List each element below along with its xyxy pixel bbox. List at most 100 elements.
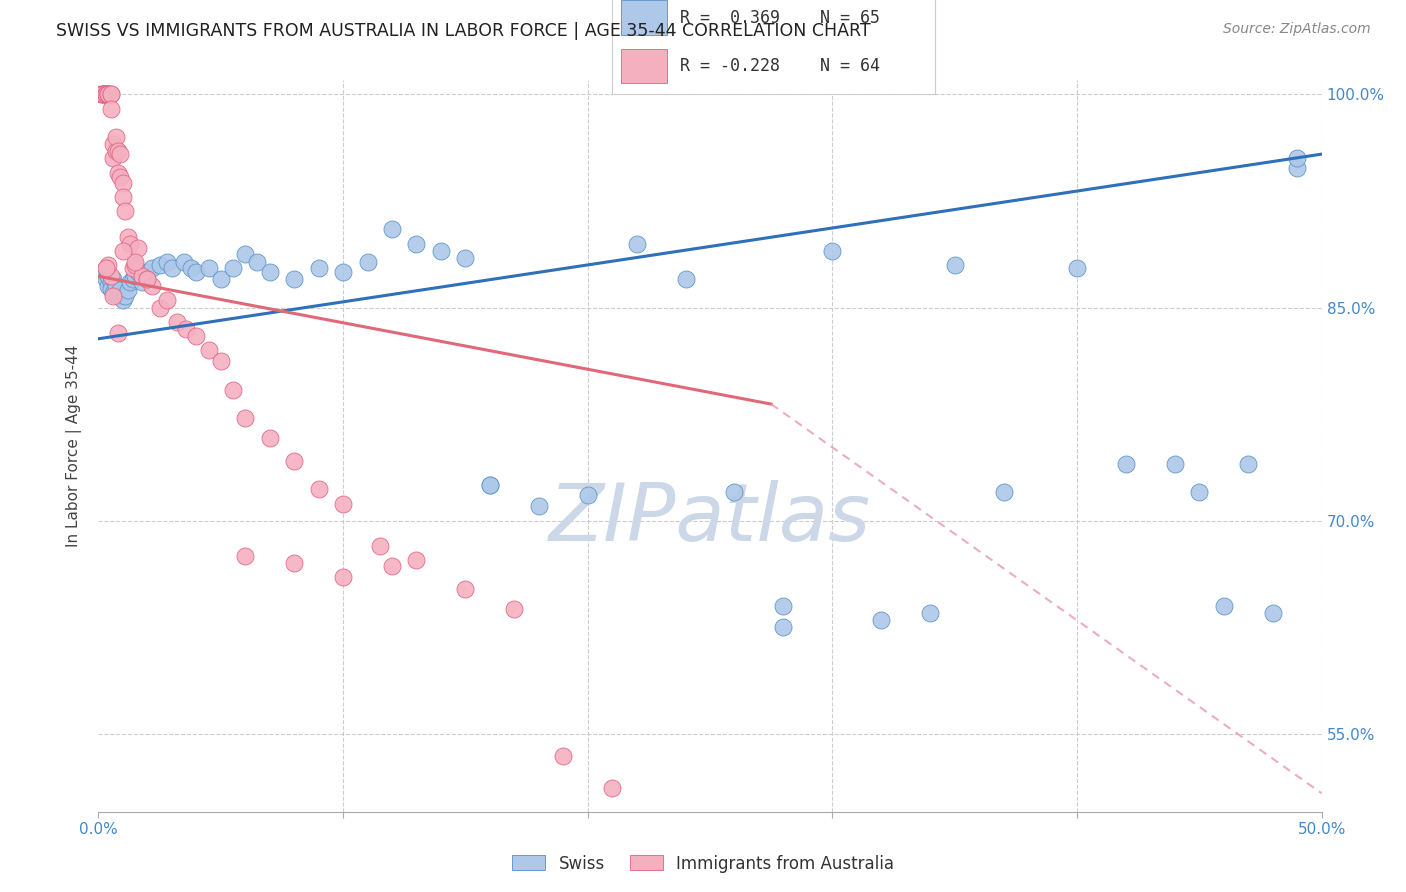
Point (186, 265, 208, 279)
Text: SWISS VS IMMIGRANTS FROM AUSTRALIA IN LABOR FORCE | AGE 35-44 CORRELATION CHART: SWISS VS IMMIGRANTS FROM AUSTRALIA IN LA… (56, 22, 870, 40)
Point (100, 87, 122, 102)
Point (101, 289, 124, 303)
Point (94, 260, 117, 275)
Point (90, 87, 112, 102)
Point (576, 488, 599, 502)
Point (111, 244, 134, 258)
Point (821, 244, 844, 258)
Point (124, 255, 146, 269)
Point (97, 279, 120, 293)
Point (222, 260, 245, 275)
Point (233, 246, 256, 260)
Point (308, 260, 330, 275)
Point (454, 582, 477, 596)
Point (283, 454, 305, 468)
Point (503, 601, 526, 615)
Point (156, 255, 179, 269)
Point (110, 147, 132, 161)
Point (772, 599, 794, 613)
Legend: Swiss, Immigrants from Australia: Swiss, Immigrants from Australia (505, 848, 901, 880)
Point (160, 260, 183, 275)
Text: Source: ZipAtlas.com: Source: ZipAtlas.com (1223, 22, 1371, 37)
Point (101, 272, 124, 286)
Point (94, 260, 117, 275)
Point (283, 556, 305, 570)
Point (332, 570, 354, 584)
Point (166, 315, 188, 329)
Point (1066, 260, 1088, 275)
Point (209, 354, 232, 368)
Point (246, 255, 269, 269)
Point (97, 258, 120, 272)
Point (101, 152, 124, 166)
Point (127, 265, 149, 279)
Point (222, 383, 245, 397)
Point (149, 258, 172, 272)
Point (94, 87, 117, 102)
Point (117, 284, 139, 298)
Point (173, 255, 195, 269)
Point (111, 190, 134, 204)
Point (94, 272, 117, 286)
Point (1188, 485, 1211, 500)
Point (100, 282, 122, 296)
Point (381, 559, 404, 574)
Point (114, 203, 136, 218)
Point (121, 272, 143, 286)
Y-axis label: In Labor Force | Age 35-44: In Labor Force | Age 35-44 (66, 345, 83, 547)
Point (111, 176, 134, 190)
Point (1237, 457, 1260, 471)
Point (91, 87, 114, 102)
Point (381, 222, 404, 236)
Point (104, 145, 127, 159)
Point (114, 289, 136, 303)
Point (101, 286, 124, 301)
Point (136, 272, 159, 286)
Point (124, 258, 146, 272)
Text: ZIPatlas: ZIPatlas (548, 480, 872, 558)
Point (176, 322, 198, 336)
Point (1286, 161, 1309, 176)
Point (97, 269, 120, 284)
Point (100, 269, 122, 284)
Point (94, 87, 117, 102)
Point (100, 275, 122, 289)
Point (107, 326, 129, 340)
Point (1164, 457, 1187, 471)
Point (124, 269, 146, 284)
Point (368, 539, 391, 553)
Point (91, 265, 114, 279)
Point (920, 606, 942, 620)
Point (405, 553, 427, 567)
Point (110, 284, 132, 298)
Point (478, 478, 501, 492)
Point (772, 620, 794, 634)
Point (233, 549, 256, 563)
Point (723, 485, 745, 500)
Point (283, 272, 305, 286)
Point (107, 289, 129, 303)
Point (478, 478, 501, 492)
Point (104, 130, 127, 145)
Bar (621, 0, 666, 35)
Point (1286, 152, 1309, 166)
Point (870, 613, 893, 627)
Point (104, 279, 127, 293)
Point (209, 272, 232, 286)
Point (100, 87, 122, 102)
Point (136, 272, 159, 286)
Point (1115, 457, 1137, 471)
Point (332, 265, 354, 279)
Point (332, 496, 354, 510)
Point (430, 244, 453, 258)
Point (111, 293, 134, 308)
Point (993, 485, 1015, 500)
Point (107, 165, 129, 179)
Point (141, 279, 163, 293)
Point (149, 301, 172, 315)
Point (107, 145, 129, 159)
Point (94, 87, 117, 102)
Bar (621, 48, 666, 83)
Point (197, 260, 219, 275)
Point (454, 251, 477, 265)
